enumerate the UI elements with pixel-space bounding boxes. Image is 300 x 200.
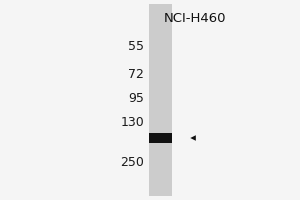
- Text: 130: 130: [120, 116, 144, 130]
- Text: 55: 55: [128, 40, 144, 53]
- Text: 250: 250: [120, 156, 144, 168]
- Bar: [149, 133, 172, 143]
- Bar: [149, 4, 172, 196]
- Text: NCI-H460: NCI-H460: [164, 12, 226, 25]
- Text: 72: 72: [128, 68, 144, 82]
- Text: 95: 95: [128, 92, 144, 106]
